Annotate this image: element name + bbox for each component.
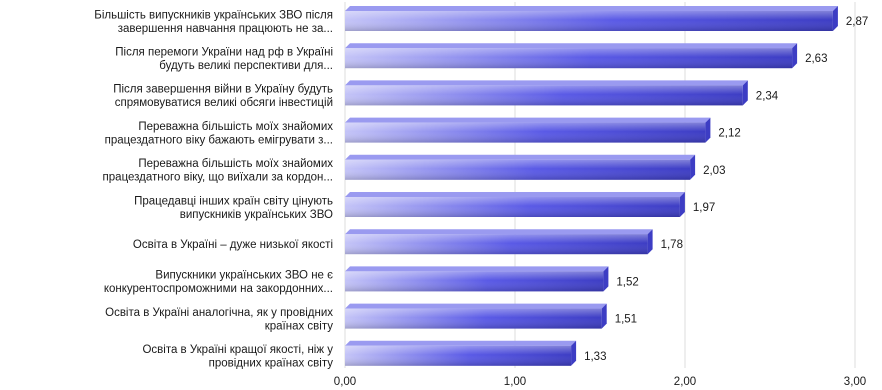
bar-shading <box>345 85 743 106</box>
bar-top-face <box>345 80 748 86</box>
bar-top-face <box>345 192 685 197</box>
data-label: 1,97 <box>693 202 715 214</box>
category-label-line: Після перемоги України над рф в Україні <box>115 46 333 58</box>
data-label: 2,87 <box>846 16 868 28</box>
bar-top-face <box>345 229 653 235</box>
bar <box>345 43 798 69</box>
bar <box>345 154 696 180</box>
bar <box>345 229 653 255</box>
data-label: 1,33 <box>584 351 606 363</box>
bar <box>345 192 685 217</box>
category-label-line: працездатного віку, що виїхали за кордон… <box>103 172 333 184</box>
bar-top-face <box>345 117 711 123</box>
bar <box>345 117 711 143</box>
category-label-line: Переважна більшість моїх знайомих <box>138 158 333 170</box>
bar-shading <box>345 197 680 217</box>
data-label: 1,78 <box>661 239 683 251</box>
bar-top-face <box>345 6 838 11</box>
category-label-line: Випускники українських ЗВО не є <box>155 270 333 282</box>
category-label-line: Освіта в Україні аналогічна, як у провід… <box>105 307 333 319</box>
category-label-line: будуть великі перспективи для... <box>159 60 333 72</box>
category-label: Освіта в Україні аналогічна, як у провід… <box>105 307 333 333</box>
data-label: 2,63 <box>805 53 827 65</box>
bar <box>345 266 609 292</box>
bar-shading <box>345 234 648 255</box>
bar-end-face <box>792 43 798 69</box>
data-label: 1,51 <box>615 314 637 326</box>
category-label: Після перемоги України над рф в Україні б… <box>115 46 333 71</box>
bar-shading <box>345 159 691 180</box>
category-labels: Більшість випускників українських ЗВО пі… <box>94 9 333 369</box>
bar-shading <box>345 345 572 366</box>
category-label-line: працездатного віку бажають емігрувати з.… <box>105 134 333 146</box>
bar <box>345 6 838 31</box>
bars <box>345 6 838 366</box>
data-label: 2,12 <box>718 128 740 140</box>
data-label: 2,03 <box>703 165 725 177</box>
bar-end-face <box>603 266 609 292</box>
bar-end-face <box>690 154 696 180</box>
bar-end-face <box>742 80 748 106</box>
bar <box>345 303 607 329</box>
category-label-line: спрямовуватися великі обсяги інвестицій <box>115 97 333 109</box>
bar-end-face <box>832 6 838 31</box>
category-label: Освіта в Україні кращої якості, ніж у про… <box>142 344 333 370</box>
data-label: 2,34 <box>756 90 779 102</box>
category-label-line: Працедавці інших країн світу цінують <box>134 195 333 207</box>
x-tick-label: 0,00 <box>334 376 356 388</box>
bar-top-face <box>345 266 609 272</box>
category-label-line: Переважна більшість моїх знайомих <box>138 121 333 133</box>
category-label: Переважна більшість моїх знайомих працезд… <box>103 158 334 184</box>
x-tick-label: 1,00 <box>504 376 526 388</box>
category-label-line: Освіта в Україні кращої якості, ніж у <box>142 344 333 356</box>
bar <box>345 340 577 366</box>
bar-shading <box>345 122 706 143</box>
category-label-line: провідних країнах світу <box>209 358 334 370</box>
category-label-line: Освіта в Україні – дуже низької якості <box>133 239 333 251</box>
x-axis-ticks: 0,00 1,00 2,00 3,00 <box>334 376 866 388</box>
category-label-line: завершення навчання працюють не за... <box>118 23 333 35</box>
bar-top-face <box>345 303 607 309</box>
x-tick-label: 3,00 <box>844 376 866 388</box>
category-label: Більшість випускників українських ЗВО пі… <box>94 9 333 35</box>
category-label-line: Після завершення війни в Україну будуть <box>113 84 333 96</box>
category-label-line: Більшість випускників українських ЗВО пі… <box>94 9 333 21</box>
bar <box>345 80 748 106</box>
x-tick-label: 2,00 <box>674 376 696 388</box>
bar-end-face <box>571 340 577 366</box>
category-label: Освіта в Україні – дуже низької якості <box>133 239 333 251</box>
value-labels: 2,87 2,63 2,34 2,12 2,03 1,97 1,78 1,52 1,51 1,33 <box>584 16 868 363</box>
category-label: Після завершення війни в Україну будуть с… <box>113 84 333 110</box>
bar-end-face <box>647 229 653 255</box>
category-label: Переважна більшість моїх знайомих працезд… <box>105 121 334 147</box>
bar-end-face <box>601 303 607 329</box>
bar-end-face <box>679 192 685 217</box>
bar-shading <box>345 11 833 31</box>
bar-shading <box>345 48 793 69</box>
bar-top-face <box>345 340 577 346</box>
bar-top-face <box>345 154 696 160</box>
bar-shading <box>345 308 602 329</box>
category-label-line: країнах світу <box>265 320 334 332</box>
category-label-line: випускників українських ЗВО <box>180 209 333 221</box>
category-label: Випускники українських ЗВО не є конкурент… <box>104 270 333 296</box>
bar-shading <box>345 271 604 292</box>
bar-end-face <box>705 117 711 143</box>
data-label: 1,52 <box>616 276 638 288</box>
category-label-line: конкурентоспроможними на закордонних... <box>104 283 333 295</box>
category-label: Працедавці інших країн світу цінують випу… <box>134 195 333 221</box>
bar-top-face <box>345 43 798 49</box>
